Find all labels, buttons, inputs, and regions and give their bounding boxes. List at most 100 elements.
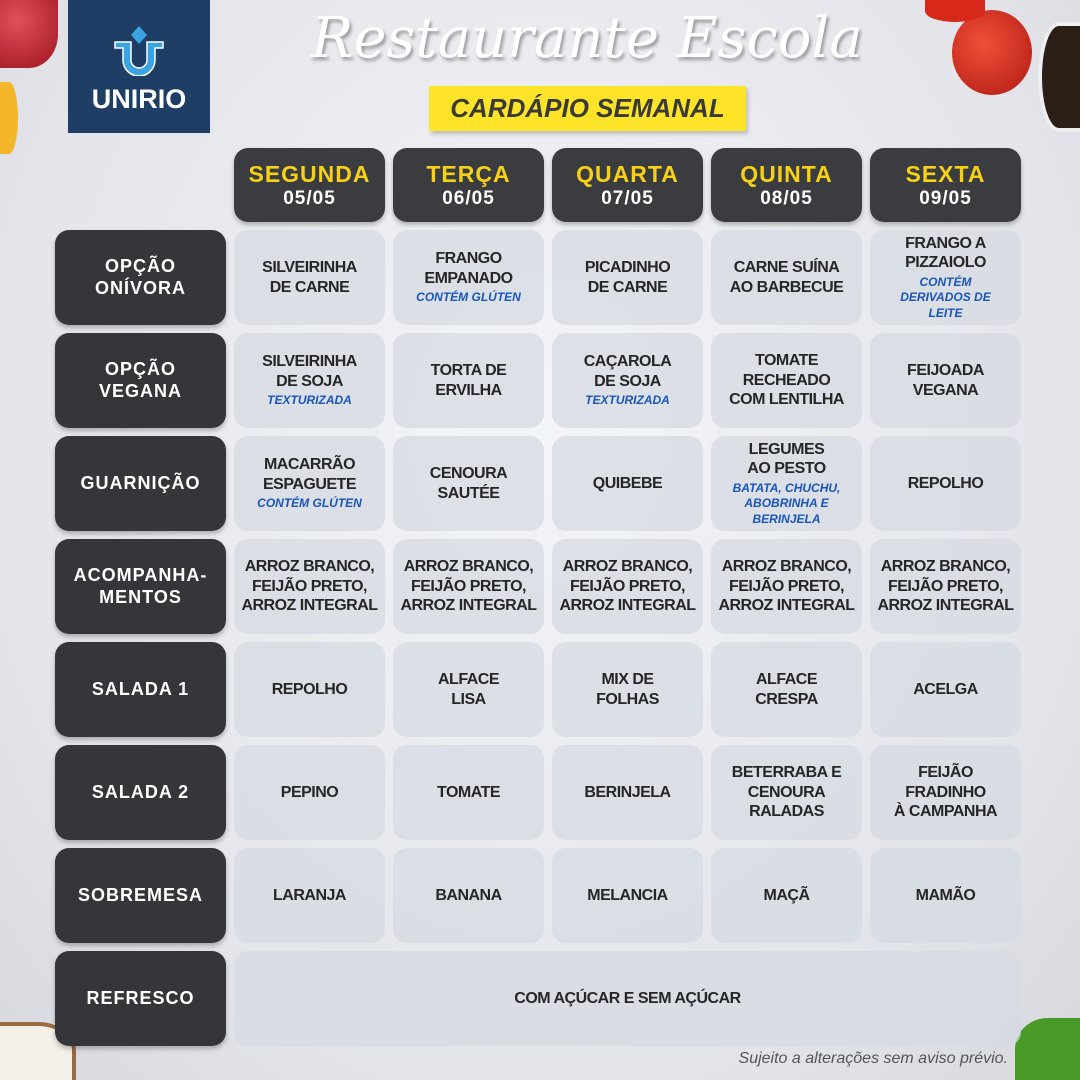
day-name: QUARTA bbox=[576, 160, 679, 187]
dish-name: FRANGO A PIZZAIOLO bbox=[905, 234, 986, 272]
dish-name: LEGUMES AO PESTO bbox=[747, 440, 826, 478]
refresco-cell: COM AÇÚCAR E SEM AÇÚCAR bbox=[234, 951, 1021, 1046]
dish-name: ACELGA bbox=[913, 680, 978, 698]
menu-cell: SILVEIRINHA DE CARNE bbox=[234, 230, 385, 325]
peppercorn-bowl-decoration bbox=[1038, 22, 1080, 132]
menu-table: SEGUNDA 05/05 TERÇA 06/05 QUARTA 07/05 QUIN… bbox=[55, 148, 1021, 1046]
menu-cell: CAÇAROLA DE SOJA TEXTURIZADA bbox=[552, 333, 703, 428]
menu-cell: ALFACE CRESPA bbox=[711, 642, 862, 737]
dish-name: BANANA bbox=[435, 886, 502, 904]
menu-cell: CENOURA SAUTÉE bbox=[393, 436, 544, 531]
day-name: SEGUNDA bbox=[248, 160, 371, 187]
menu-cell: BANANA bbox=[393, 848, 544, 943]
menu-cell: ARROZ BRANCO, FEIJÃO PRETO, ARROZ INTEGR… bbox=[234, 539, 385, 634]
dish-name: BERINJELA bbox=[584, 783, 671, 801]
dish-name: PICADINHO DE CARNE bbox=[584, 258, 671, 296]
orange-decoration bbox=[0, 82, 18, 154]
row-label-refresco: REFRESCO bbox=[55, 951, 226, 1046]
dish-name: TOMATE bbox=[436, 783, 501, 801]
dish-name: MELANCIA bbox=[587, 886, 668, 904]
day-date: 06/05 bbox=[442, 187, 495, 209]
dish-name: ARROZ BRANCO, FEIJÃO PRETO, ARROZ INTEGR… bbox=[559, 558, 696, 615]
menu-cell: MELANCIA bbox=[552, 848, 703, 943]
menu-cell: MIX DE FOLHAS bbox=[552, 642, 703, 737]
dish-name: ARROZ BRANCO, FEIJÃO PRETO, ARROZ INTEGR… bbox=[877, 558, 1014, 615]
dish-name: BETERRABA E CENOURA RALADAS bbox=[731, 764, 842, 821]
menu-cell: FRANGO A PIZZAIOLO CONTÉM DERIVADOS DE LE… bbox=[870, 230, 1021, 325]
dish-name: CENOURA SAUTÉE bbox=[429, 464, 508, 502]
day-date: 09/05 bbox=[919, 187, 972, 209]
unirio-logo: UNIRIO bbox=[68, 0, 210, 133]
dish-name: SILVEIRINHA DE CARNE bbox=[262, 258, 357, 296]
dish-name: LARANJA bbox=[273, 886, 346, 904]
menu-cell: LEGUMES AO PESTO BATATA, CHUCHU, ABOBRINH… bbox=[711, 436, 862, 531]
dish-note: CONTÉM DERIVADOS DE LEITE bbox=[900, 274, 991, 320]
day-name: SEXTA bbox=[905, 160, 986, 187]
menu-cell: ACELGA bbox=[870, 642, 1021, 737]
apple-decoration bbox=[0, 0, 58, 68]
cell-text: COM AÇÚCAR E SEM AÇÚCAR bbox=[514, 989, 741, 1007]
menu-cell: REPOLHO bbox=[870, 436, 1021, 531]
dish-note: TEXTURIZADA bbox=[267, 393, 352, 408]
row-label: OPÇÃO ONÍVORA bbox=[55, 230, 226, 325]
day-header: TERÇA 06/05 bbox=[393, 148, 544, 222]
menu-cell: ARROZ BRANCO, FEIJÃO PRETO, ARROZ INTEGR… bbox=[711, 539, 862, 634]
dish-name: TORTA DE ERVILHA bbox=[430, 361, 507, 399]
row-label: SOBREMESA bbox=[55, 848, 226, 943]
menu-cell: LARANJA bbox=[234, 848, 385, 943]
menu-cell: ARROZ BRANCO, FEIJÃO PRETO, ARROZ INTEGR… bbox=[870, 539, 1021, 634]
dish-name: FEIJÃO FRADINHO À CAMPANHA bbox=[893, 764, 998, 821]
dish-note: CONTÉM GLÚTEN bbox=[416, 290, 521, 305]
day-name: QUINTA bbox=[740, 160, 833, 187]
menu-cell: MACARRÃO ESPAGUETE CONTÉM GLÚTEN bbox=[234, 436, 385, 531]
unirio-emblem-icon bbox=[114, 26, 164, 76]
page-subtitle: CARDÁPIO SEMANAL bbox=[429, 86, 746, 131]
day-date: 05/05 bbox=[283, 187, 336, 209]
menu-cell: TOMATE RECHEADO COM LENTILHA bbox=[711, 333, 862, 428]
day-header: QUARTA 07/05 bbox=[552, 148, 703, 222]
row-label: GUARNIÇÃO bbox=[55, 436, 226, 531]
dish-name: TOMATE RECHEADO COM LENTILHA bbox=[729, 352, 844, 409]
menu-cell: ALFACE LISA bbox=[393, 642, 544, 737]
dish-name: ALFACE LISA bbox=[438, 670, 500, 708]
menu-cell: ARROZ BRANCO, FEIJÃO PRETO, ARROZ INTEGR… bbox=[393, 539, 544, 634]
dish-name: SILVEIRINHA DE SOJA bbox=[262, 353, 357, 390]
dish-name: REPOLHO bbox=[271, 680, 348, 698]
dish-note: CONTÉM GLÚTEN bbox=[257, 496, 362, 511]
row-label: SALADA 2 bbox=[55, 745, 226, 840]
menu-cell: BERINJELA bbox=[552, 745, 703, 840]
menu-cell: FEIJÃO FRADINHO À CAMPANHA bbox=[870, 745, 1021, 840]
menu-cell: MAÇÃ bbox=[711, 848, 862, 943]
row-label: OPÇÃO VEGANA bbox=[55, 333, 226, 428]
menu-cell: PICADINHO DE CARNE bbox=[552, 230, 703, 325]
day-header: SEXTA 09/05 bbox=[870, 148, 1021, 222]
corner-spacer bbox=[55, 148, 226, 222]
page-title: Restaurante Escola bbox=[311, 6, 863, 71]
dish-name: CARNE SUÍNA AO BARBECUE bbox=[729, 258, 844, 296]
dish-note: TEXTURIZADA bbox=[585, 393, 670, 408]
dish-name: MAMÃO bbox=[915, 886, 976, 904]
menu-cell: TORTA DE ERVILHA bbox=[393, 333, 544, 428]
tomato-decoration bbox=[925, 0, 985, 22]
menu-cell: FEIJOADA VEGANA bbox=[870, 333, 1021, 428]
dish-name: ARROZ BRANCO, FEIJÃO PRETO, ARROZ INTEGR… bbox=[241, 558, 378, 615]
menu-cell: QUIBEBE bbox=[552, 436, 703, 531]
day-header: QUINTA 08/05 bbox=[711, 148, 862, 222]
row-label: SALADA 1 bbox=[55, 642, 226, 737]
dish-name: ARROZ BRANCO, FEIJÃO PRETO, ARROZ INTEGR… bbox=[718, 558, 855, 615]
menu-cell: BETERRABA E CENOURA RALADAS bbox=[711, 745, 862, 840]
logo-text: UNIRIO bbox=[91, 84, 187, 114]
menu-cell: FRANGO EMPANADO CONTÉM GLÚTEN bbox=[393, 230, 544, 325]
day-header: SEGUNDA 05/05 bbox=[234, 148, 385, 222]
menu-cell: CARNE SUÍNA AO BARBECUE bbox=[711, 230, 862, 325]
dish-name: MAÇÃ bbox=[763, 886, 811, 904]
day-name: TERÇA bbox=[426, 160, 511, 187]
dish-name: REPOLHO bbox=[907, 474, 984, 492]
dish-name: CAÇAROLA DE SOJA bbox=[583, 353, 672, 390]
menu-cell: TOMATE bbox=[393, 745, 544, 840]
menu-cell: SILVEIRINHA DE SOJA TEXTURIZADA bbox=[234, 333, 385, 428]
dish-name: ARROZ BRANCO, FEIJÃO PRETO, ARROZ INTEGR… bbox=[400, 558, 537, 615]
dish-note: BATATA, CHUCHU, ABOBRINHA E BERINJELA bbox=[732, 480, 841, 526]
row-label: ACOMPANHA- MENTOS bbox=[55, 539, 226, 634]
footnote: Sujeito a alterações sem aviso prévio. bbox=[738, 1050, 1008, 1067]
